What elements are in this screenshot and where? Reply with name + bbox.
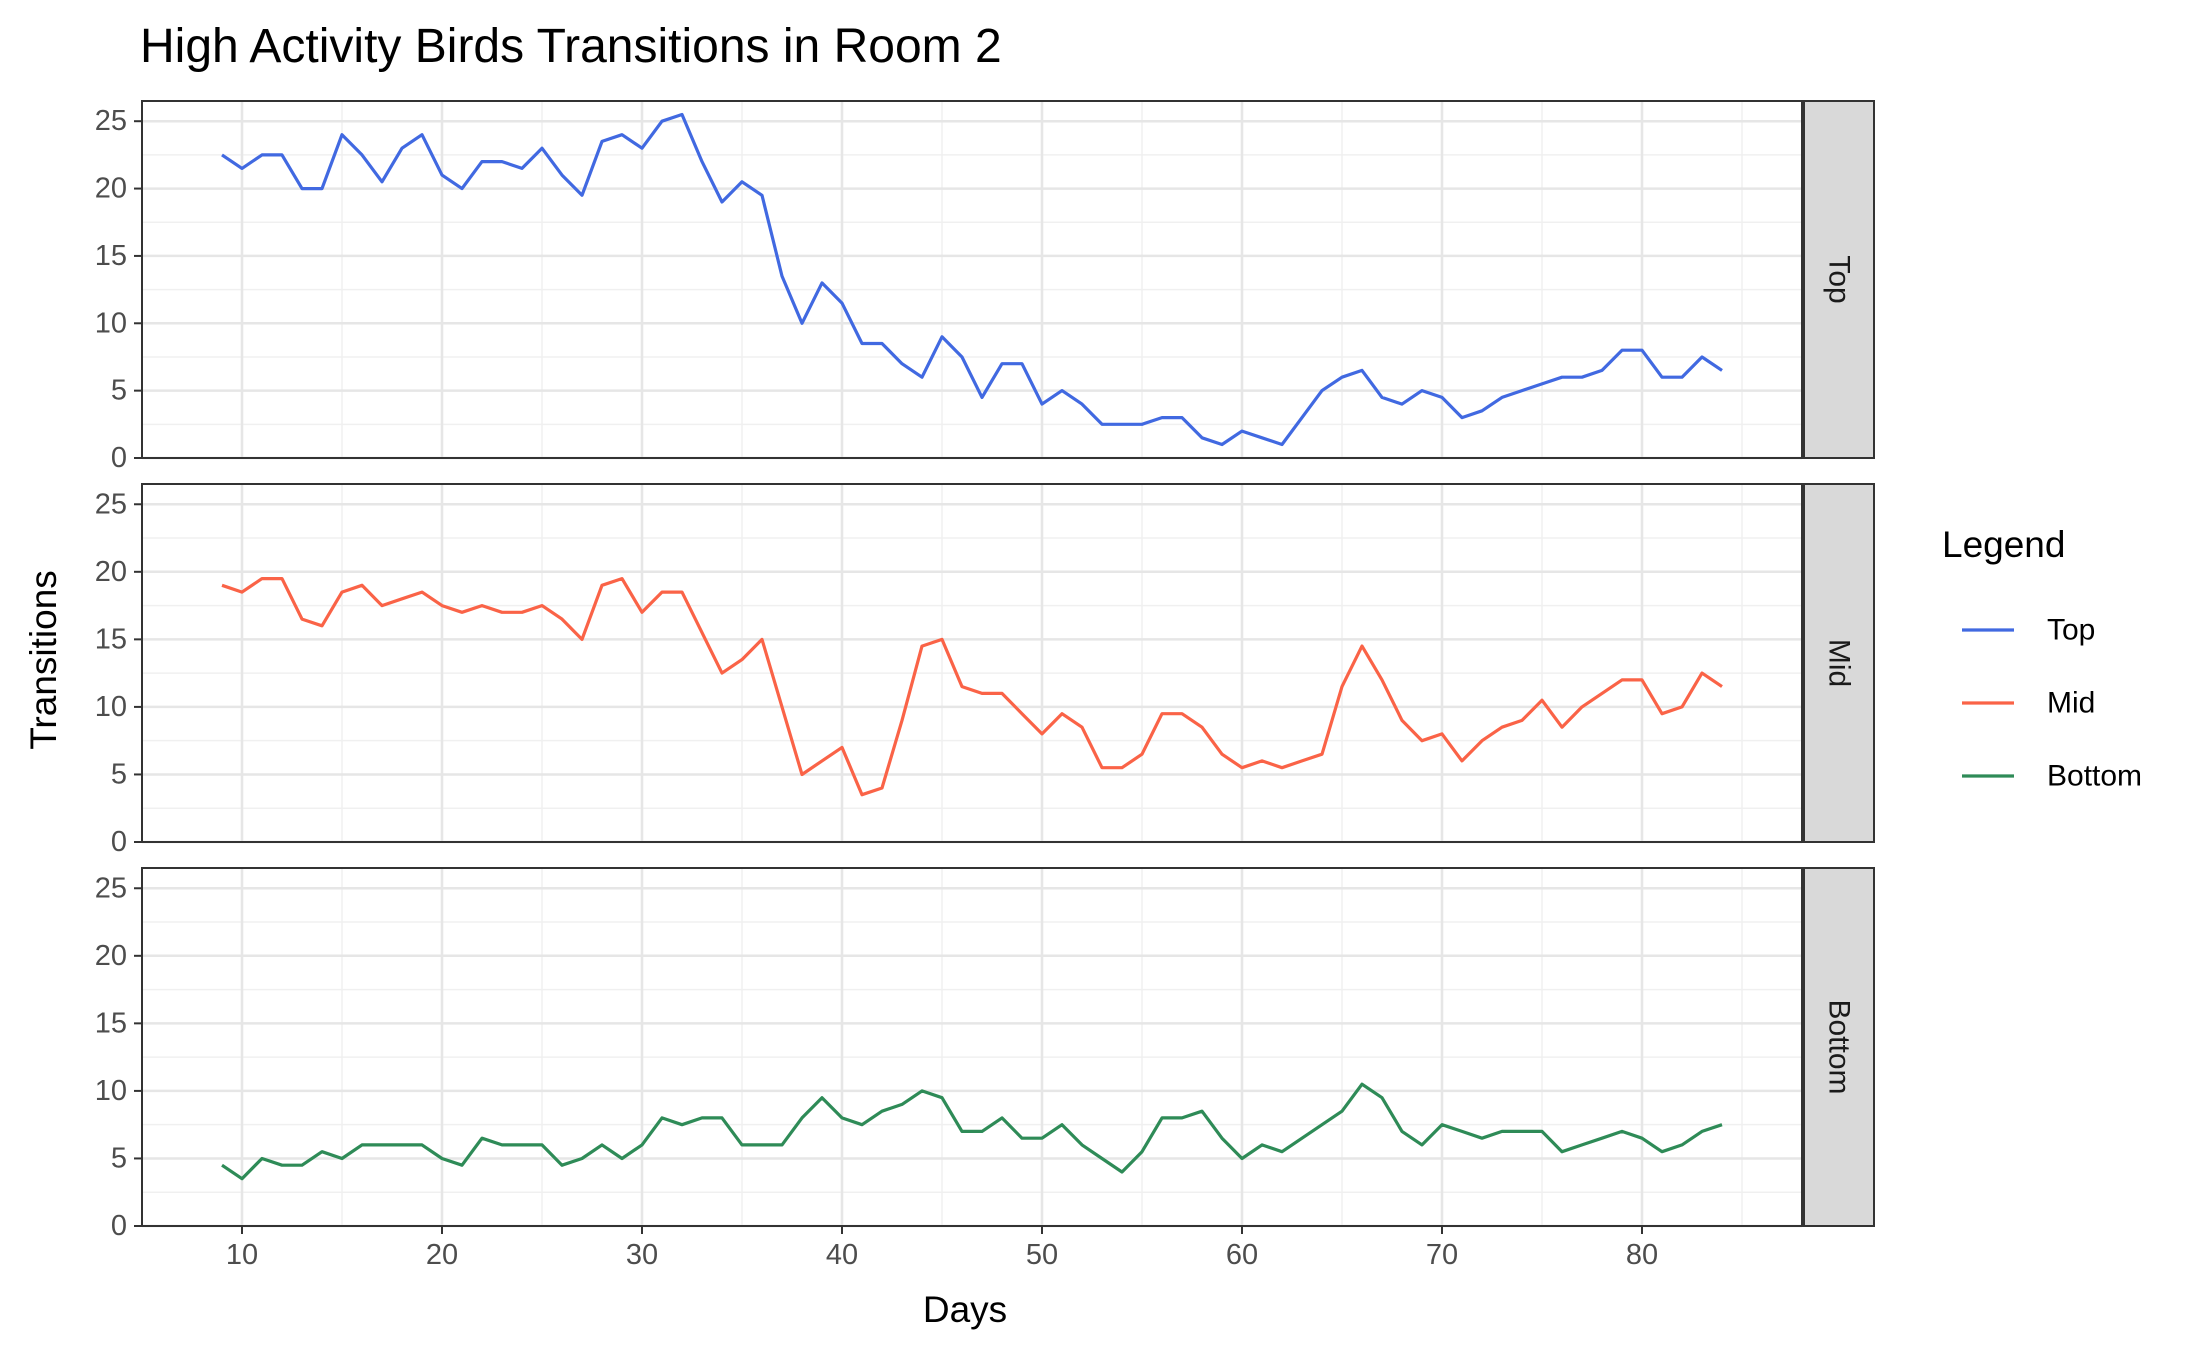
legend-label: Bottom [2047,760,2142,793]
legend-entry-bottom: Bottom [1962,760,2142,793]
x-tick-label: 70 [1426,1239,1458,1271]
x-tick-label: 60 [1226,1239,1258,1271]
y-tick-label: 20 [95,556,127,588]
x-tick-label: 50 [1026,1239,1058,1271]
y-tick-label: 10 [95,1075,127,1107]
y-tick-label: 5 [111,1142,127,1174]
y-tick-label: 5 [111,758,127,790]
y-tick-label: 25 [95,105,127,137]
legend-entry-mid: Mid [1962,687,2095,720]
y-axis-title: Transitions [23,570,64,750]
y-tick-label: 15 [95,240,127,272]
legend-label: Top [2047,614,2095,647]
y-tick-label: 10 [95,691,127,723]
y-tick-label: 0 [111,1210,127,1242]
y-tick-label: 25 [95,872,127,904]
y-tick-label: 10 [95,307,127,339]
legend-title: Legend [1942,524,2065,565]
facet-strip [1803,867,1875,1227]
chart-title: High Activity Birds Transitions in Room … [140,20,1002,73]
legend: Legend Top Mid Bottom [1942,524,2142,793]
facet-strip [1803,483,1875,843]
x-tick-label: 30 [626,1239,658,1271]
legend-entry-top: Top [1962,614,2095,647]
series-line-bottom [221,1082,1723,1181]
x-axis: 10 20 30 40 50 60 70 80 [226,1226,1658,1271]
y-tick-label: 5 [111,375,127,407]
facet-strip-label: Top [1823,255,1856,303]
facet-strip-label: Mid [1823,639,1856,687]
facet-strip [1803,100,1875,459]
x-tick-label: 10 [226,1239,258,1271]
y-tick-label: 20 [95,173,127,205]
y-tick-label: 15 [95,623,127,655]
series-line-top [221,112,1723,447]
facet-panel-mid: Mid 0 5 10 15 20 25 [95,483,1875,858]
series-line-mid [221,576,1723,797]
x-tick-label: 40 [826,1239,858,1271]
x-tick-label: 80 [1626,1239,1658,1271]
facet-strip-label: Bottom [1823,999,1856,1094]
panel-border [141,100,1803,459]
y-tick-label: 0 [111,442,127,474]
facet-panel-bottom: Bottom 0 5 10 15 20 25 [95,867,1875,1242]
y-tick-label: 15 [95,1007,127,1039]
panel-border [141,867,1803,1227]
x-tick-label: 20 [426,1239,458,1271]
panel-border [141,483,1803,843]
y-tick-label: 25 [95,488,127,520]
x-axis-title: Days [923,1289,1007,1330]
y-tick-label: 20 [95,940,127,972]
facet-panels: Top 0 5 10 15 20 25 Mid 0 5 10 15 20 25 Bottom 0 5 10 15 20… [95,100,1875,1242]
legend-label: Mid [2047,687,2095,720]
facet-panel-top: Top 0 5 10 15 20 25 [95,100,1875,474]
y-tick-label: 0 [111,826,127,858]
